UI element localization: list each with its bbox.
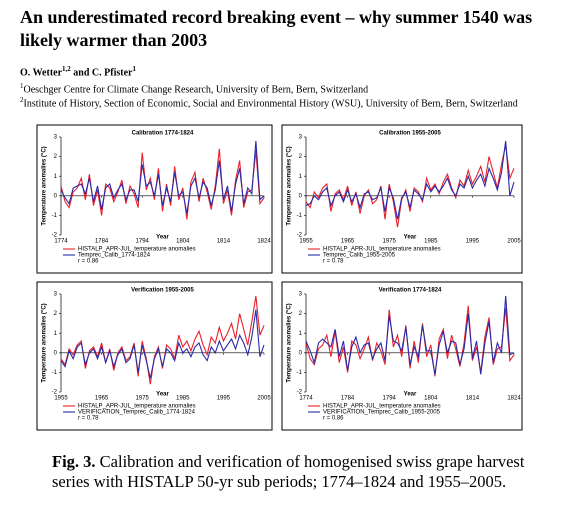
y-tick-label: 2 [299, 154, 303, 160]
stat-note: r = 0.86 [78, 259, 99, 265]
x-tick-label: 1784 [95, 239, 109, 245]
y-tick-label: 0 [54, 350, 58, 356]
series-line [305, 144, 515, 228]
legend-label: HISTALP_APR-JUL_temperature anomalies [323, 247, 441, 253]
y-tick-label: 0 [54, 193, 58, 199]
y-axis-label: Temperature anomalies (°C) [287, 303, 293, 382]
y-tick-label: 1 [299, 331, 303, 337]
x-tick-label: 1824 [257, 239, 271, 245]
x-tick-label: 1774 [299, 396, 313, 402]
y-tick-label: -2 [297, 233, 303, 239]
y-tick-label: 2 [54, 311, 58, 317]
x-axis-label: Year [156, 392, 169, 398]
x-tick-label: 1814 [217, 239, 231, 245]
x-tick-label: 1784 [341, 396, 355, 402]
y-axis-label: Temperature anomalies (°C) [42, 146, 48, 225]
x-tick-label: 1995 [466, 239, 480, 245]
x-axis-label: Year [404, 235, 417, 241]
affiliation: 1Oeschger Centre for Climate Change Rese… [20, 82, 368, 95]
y-tick-label: -2 [52, 233, 58, 239]
stat-note: r = 0.78 [323, 259, 344, 265]
authors: O. Wetter1,2 and C. Pfister1 [20, 65, 136, 78]
x-tick-label: 1955 [299, 239, 313, 245]
x-tick-label: 1985 [176, 396, 190, 402]
y-axis-label: Temperature anomalies (°C) [287, 146, 293, 225]
legend-label: Temprec_Calib_1955-2005 [323, 253, 396, 259]
legend-label: HISTALP_APR-JUL_temperature anomalies [323, 404, 441, 410]
legend-label: HISTALP_APR-JUL_temperature anomalies [78, 247, 196, 253]
x-tick-label: 1804 [176, 239, 190, 245]
aff-sup: 2 [20, 96, 24, 104]
y-tick-label: 0 [299, 193, 303, 199]
series-line [60, 140, 265, 214]
x-tick-label: 1965 [341, 239, 355, 245]
x-axis-label: Year [404, 392, 417, 398]
x-tick-label: 1995 [217, 396, 231, 402]
legend-label: Temprec_Calib_1774-1824 [78, 253, 151, 259]
y-tick-label: 1 [299, 174, 303, 180]
y-tick-label: 1 [54, 331, 58, 337]
author-sup: 1 [132, 65, 136, 73]
x-tick-label: 1794 [383, 396, 397, 402]
chart-title: Calibration 1774-1824 [132, 131, 194, 137]
y-tick-label: 1 [54, 174, 58, 180]
y-tick-label: 3 [299, 135, 303, 141]
x-tick-label: 1975 [136, 396, 150, 402]
chart-title: Verification 1774-1824 [379, 288, 442, 294]
caption: Fig. 3. Calibration and verification of … [52, 452, 552, 492]
x-tick-label: 1824 [507, 396, 521, 402]
chart-title: Verification 1955-2005 [131, 288, 194, 294]
legend-label: VERIFICATION_Temprec_Calib_1955-2005 [323, 410, 441, 416]
x-axis-label: Year [156, 235, 169, 241]
x-tick-label: 1804 [424, 396, 438, 402]
chart-title: Calibration 1955-2005 [379, 131, 441, 137]
series-line [60, 295, 265, 385]
paper-title: An underestimated record breaking event … [20, 7, 533, 50]
series-line [60, 309, 265, 379]
x-tick-label: 1965 [95, 396, 109, 402]
author: C. Pfister [91, 67, 133, 79]
y-tick-label: -1 [52, 213, 58, 219]
aff-text: Institute of History, Section of Economi… [23, 98, 518, 110]
y-tick-label: 0 [299, 350, 303, 356]
x-tick-label: 1975 [383, 239, 397, 245]
x-tick-label: 1774 [54, 239, 68, 245]
fig-label: Fig. 3. [52, 452, 96, 471]
legend-label: VERIFICATION_Temprec_Calib_1774-1824 [78, 410, 196, 416]
legend-label: HISTALP_APR-JUL_temperature anomalies [78, 404, 196, 410]
y-tick-label: -1 [297, 213, 303, 219]
x-tick-label: 2005 [507, 239, 521, 245]
aff-text: Oeschger Centre for Climate Change Resea… [23, 84, 369, 96]
aff-sup: 1 [20, 82, 24, 90]
x-tick-label: 1955 [54, 396, 68, 402]
x-tick-label: 1985 [424, 239, 438, 245]
author-sup: 1,2 [62, 65, 71, 73]
caption-text: Calibration and verification of homogeni… [52, 452, 525, 491]
y-tick-label: 3 [54, 292, 58, 298]
y-tick-label: -2 [52, 390, 58, 396]
author: O. Wetter [20, 67, 63, 79]
y-tick-label: -1 [297, 370, 303, 376]
series-line [305, 295, 515, 375]
y-tick-label: 3 [299, 292, 303, 298]
affiliation: 2Institute of History, Section of Econom… [20, 96, 518, 109]
joiner: and [73, 67, 90, 79]
series-line [305, 140, 515, 220]
y-tick-label: 3 [54, 135, 58, 141]
y-tick-label: 2 [299, 311, 303, 317]
y-tick-label: -2 [297, 390, 303, 396]
y-axis-label: Temperature anomalies (°C) [42, 303, 48, 382]
x-tick-label: 2005 [257, 396, 271, 402]
y-tick-label: -1 [52, 370, 58, 376]
y-tick-label: 2 [54, 154, 58, 160]
stat-note: r = 0.78 [78, 416, 99, 422]
x-tick-label: 1814 [466, 396, 480, 402]
series-line [60, 148, 265, 220]
stat-note: r = 0.86 [323, 416, 344, 422]
x-tick-label: 1794 [136, 239, 150, 245]
